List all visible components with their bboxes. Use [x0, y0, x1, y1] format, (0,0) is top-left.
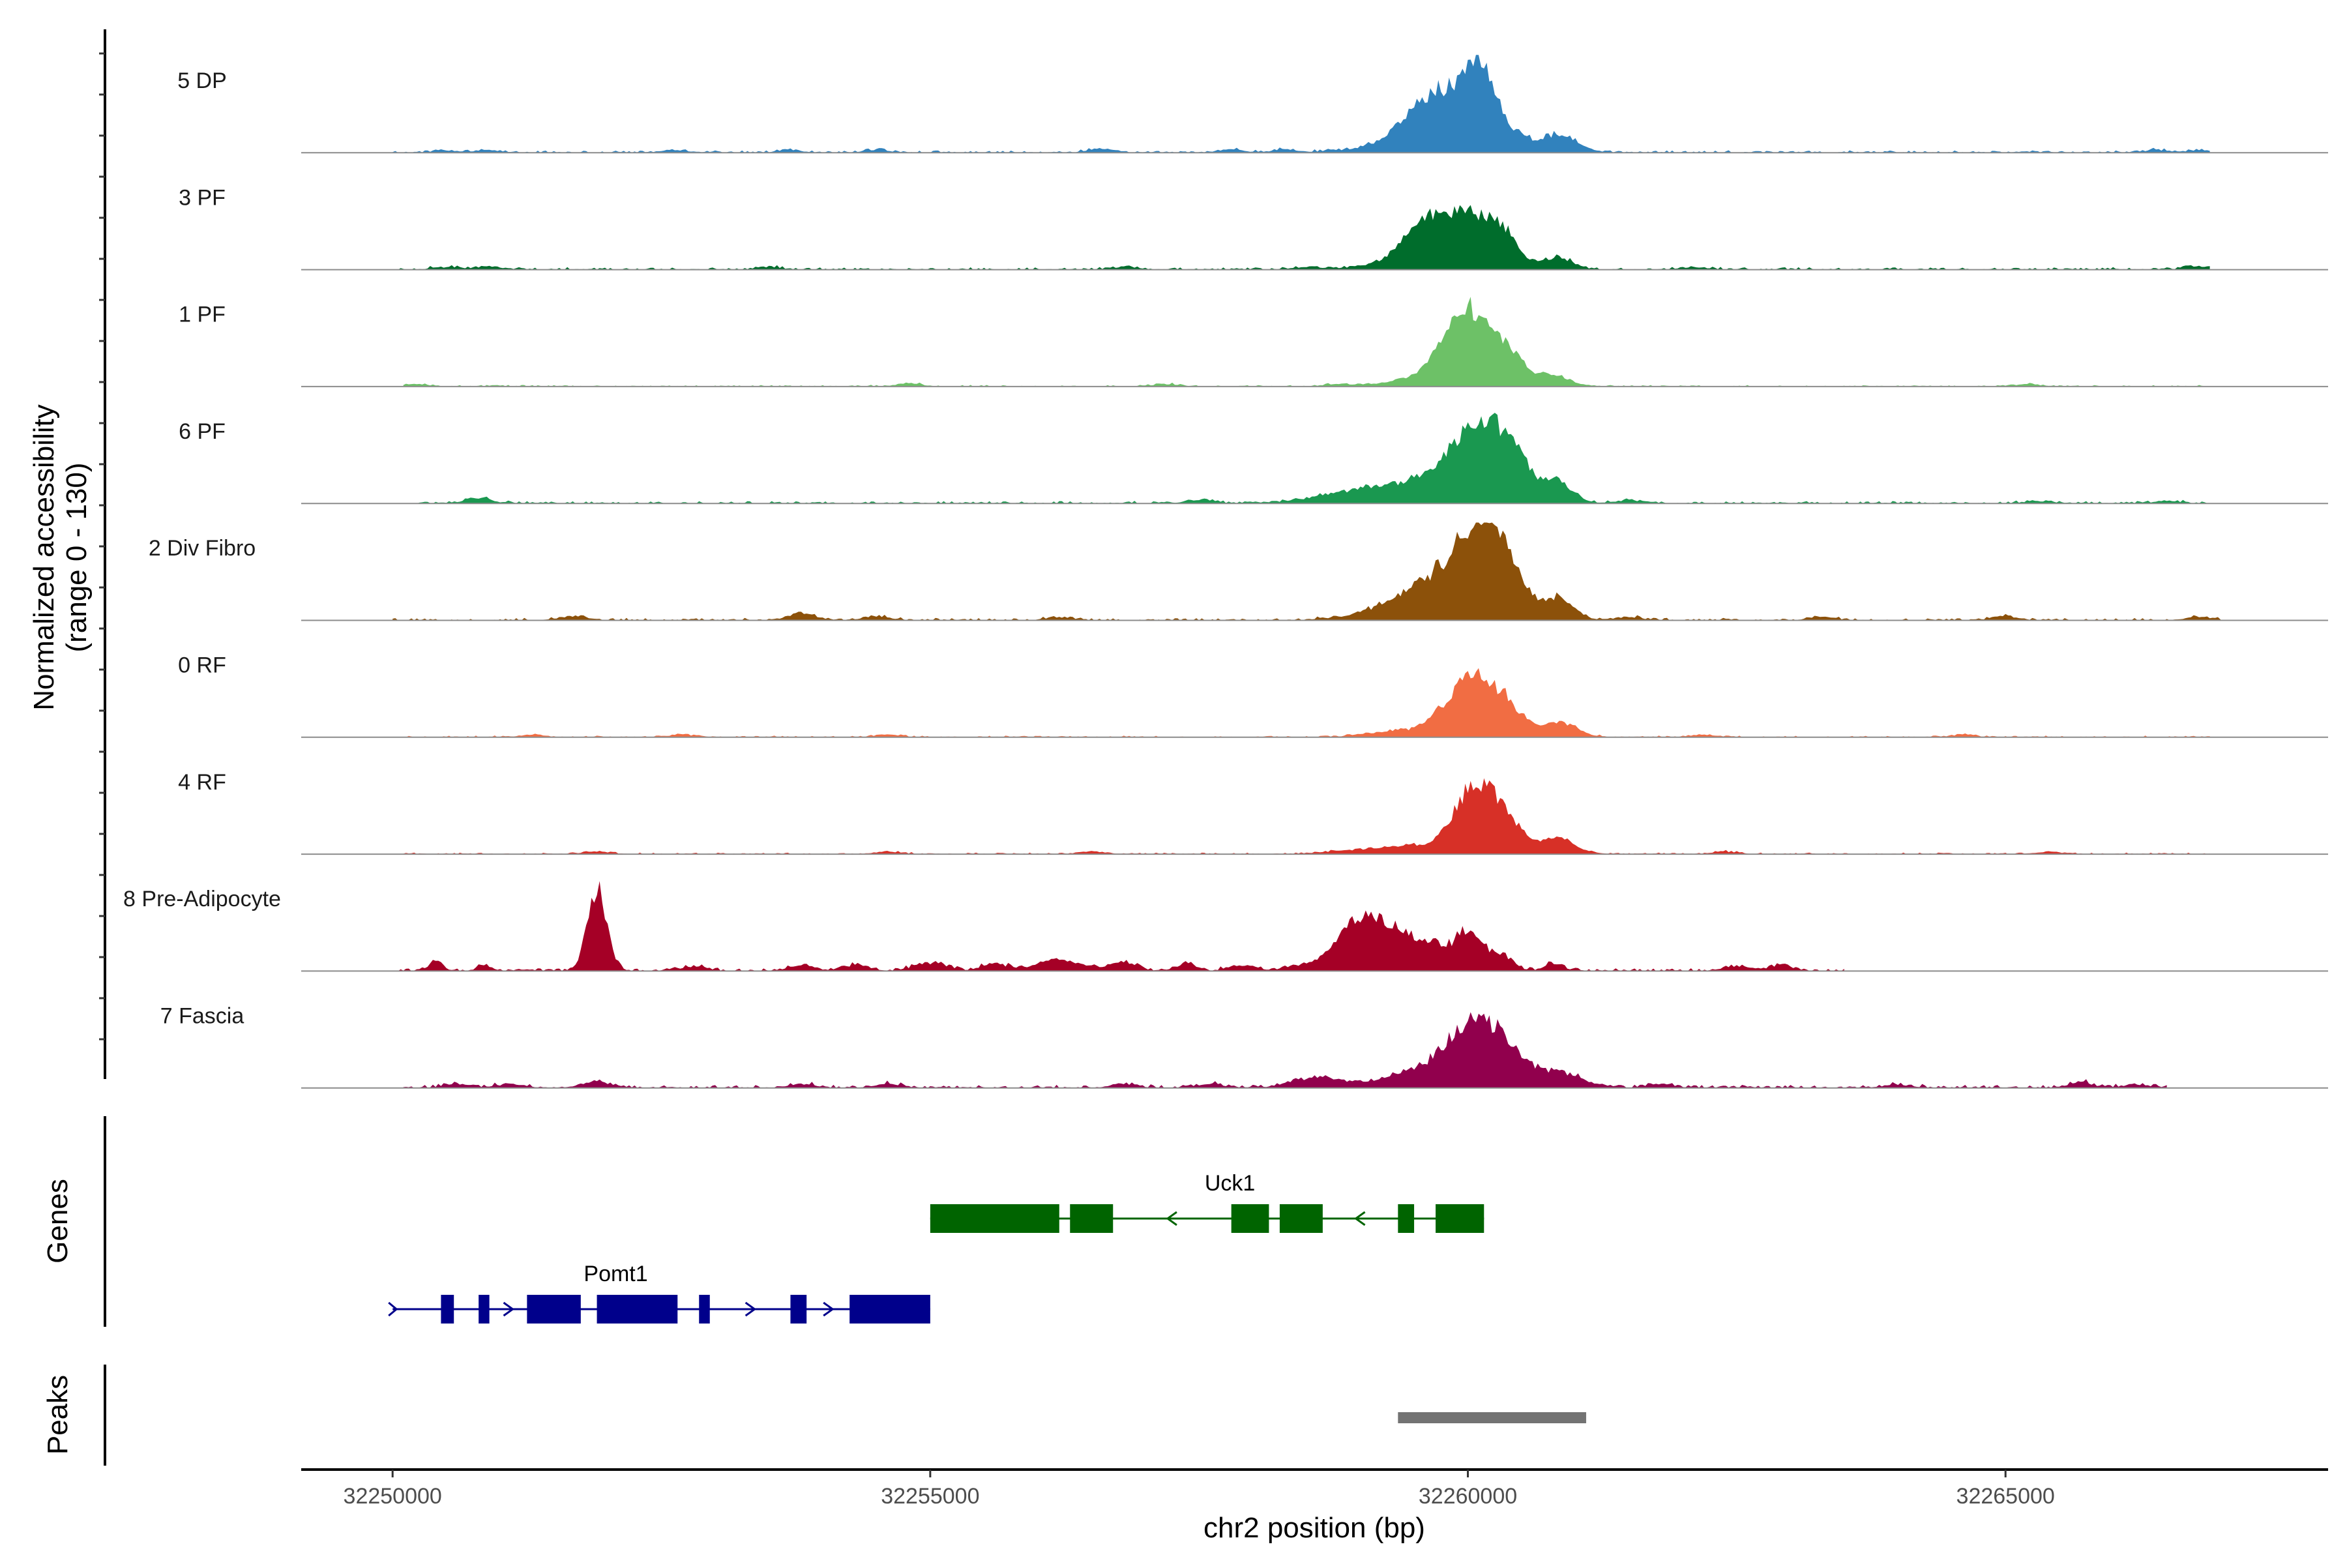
track-6: 4 RF — [178, 770, 2328, 855]
gene-pomt1: Pomt1 — [388, 1262, 930, 1324]
coverage-area — [403, 1012, 2167, 1088]
axes-layer: Normalized accessibility (range 0 - 130)… — [28, 29, 2328, 1544]
tracks-layer: 5 DP 3 PF 1 PF 6 PF 2 Div Fibro 0 RF 4 RF 8 Pre… — [123, 55, 2328, 1089]
strand-arrow — [1166, 1211, 1177, 1226]
x-axis-title: chr2 position (bp) — [1203, 1512, 1425, 1544]
genes-panel-label: Genes — [42, 1179, 74, 1264]
gene-exon — [1398, 1204, 1415, 1233]
track-label: 8 Pre-Adipocyte — [123, 887, 281, 911]
x-tick-label: 32255000 — [881, 1484, 979, 1509]
x-tick-label: 32260000 — [1419, 1484, 1517, 1509]
peak-region — [1398, 1412, 1586, 1423]
coverage-area — [403, 413, 2210, 504]
track-label: 3 PF — [179, 185, 226, 210]
strand-arrow — [745, 1301, 757, 1317]
coverage-area — [392, 522, 2221, 621]
gene-exon — [930, 1204, 1059, 1233]
track-0: 5 DP — [177, 55, 2328, 154]
x-tick-label: 32250000 — [344, 1484, 442, 1509]
track-3: 6 PF — [179, 413, 2328, 505]
track-label: 0 RF — [178, 653, 226, 678]
track-label: 6 PF — [179, 419, 226, 444]
x-ticks-layer: 32250000 32255000 32260000 32265000 — [344, 1470, 2055, 1509]
x-tick-label: 32265000 — [1956, 1484, 2055, 1509]
track-5: 0 RF — [178, 653, 2328, 738]
track-label: 2 Div Fibro — [149, 536, 256, 561]
strand-arrow — [1354, 1211, 1366, 1226]
track-4: 2 Div Fibro — [149, 522, 2328, 621]
coverage-area — [403, 297, 2210, 387]
track-label: 1 PF — [179, 303, 226, 327]
gene-exon — [1436, 1204, 1484, 1233]
track-1: 3 PF — [179, 185, 2328, 271]
coverage-area — [403, 778, 2210, 855]
gene-exon — [1231, 1204, 1269, 1233]
strand-arrow — [823, 1301, 834, 1317]
y-ticks-layer — [99, 52, 105, 1041]
track-label: 5 DP — [177, 68, 227, 93]
coverage-area — [392, 881, 1844, 971]
track-2: 1 PF — [179, 297, 2328, 387]
gene-exon — [790, 1295, 807, 1324]
gene-exon — [1070, 1204, 1114, 1233]
y-axis-title-line1: Normalized accessibility — [28, 404, 60, 710]
track-label: 7 Fascia — [160, 1003, 244, 1028]
peaks-panel-label: Peaks — [42, 1375, 74, 1455]
track-8: 7 Fascia — [160, 1003, 2328, 1089]
coverage-area — [403, 668, 2210, 737]
gene-exon — [849, 1295, 930, 1324]
gene-exon — [1279, 1204, 1323, 1233]
y-axis-title-line2: (range 0 - 130) — [61, 462, 93, 652]
gene-exon — [597, 1295, 678, 1324]
strand-arrow — [388, 1301, 398, 1317]
gene-exon — [479, 1295, 490, 1324]
gene-label: Uck1 — [1205, 1171, 1255, 1196]
genes-layer: Uck1 Pomt1 — [388, 1171, 1484, 1324]
track-7: 8 Pre-Adipocyte — [123, 881, 2328, 972]
gene-exon — [441, 1295, 454, 1324]
gene-uck1: Uck1 — [930, 1171, 1484, 1233]
peaks-layer — [1398, 1412, 1586, 1423]
strand-arrow — [503, 1301, 515, 1317]
coverage-area — [392, 55, 2210, 153]
coverage-area — [392, 205, 2210, 270]
gene-label: Pomt1 — [583, 1262, 647, 1286]
track-label: 4 RF — [178, 770, 226, 795]
gene-exon — [699, 1295, 710, 1324]
gene-exon — [527, 1295, 581, 1324]
